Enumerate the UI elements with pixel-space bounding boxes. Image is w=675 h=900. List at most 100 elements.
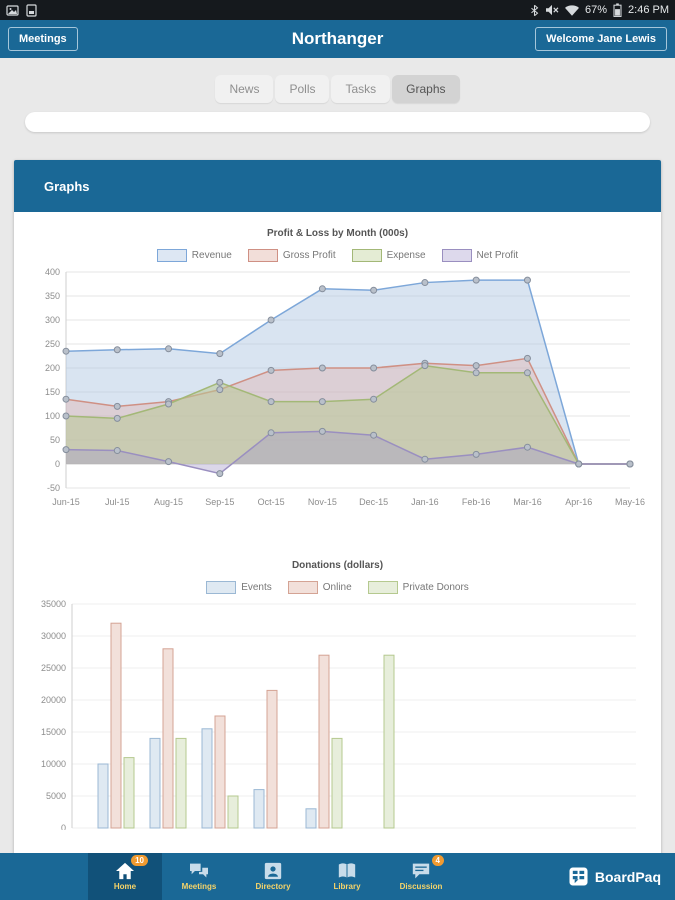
svg-text:Apr-16: Apr-16: [565, 497, 592, 507]
legend-label: Private Donors: [402, 582, 469, 593]
nav-label-home: Home: [113, 882, 137, 891]
bottom-nav: Home 10 Meetings Directory: [0, 853, 675, 900]
legend-item: Net Profit: [441, 249, 518, 262]
boardpaq-brand: BoardPaq: [569, 853, 661, 900]
svg-text:May-16: May-16: [614, 497, 644, 507]
profit-loss-chart-title: Profit & Loss by Month (000s): [266, 228, 409, 239]
graphs-card: Graphs Profit & Loss by Month (000s) Rev…: [14, 160, 661, 900]
graphs-card-body: Profit & Loss by Month (000s) Revenue Gro…: [14, 212, 661, 830]
svg-text:150: 150: [44, 387, 59, 397]
bluetooth-icon: [531, 4, 539, 16]
svg-text:5000: 5000: [45, 791, 65, 801]
legend-swatch: [156, 249, 187, 262]
legend-item: Expense: [351, 249, 426, 262]
svg-text:100: 100: [44, 411, 59, 421]
svg-text:20000: 20000: [40, 695, 65, 705]
discussion-bubble-icon: [412, 863, 430, 879]
svg-text:50: 50: [49, 435, 59, 445]
svg-text:Jan-16: Jan-16: [411, 497, 439, 507]
svg-text:10000: 10000: [40, 759, 65, 769]
svg-text:Sep-15: Sep-15: [205, 497, 234, 507]
boardpaq-logo-icon: [569, 867, 588, 886]
book-icon: [338, 863, 356, 878]
svg-text:15000: 15000: [40, 727, 65, 737]
battery-icon: [613, 3, 622, 17]
legend-item: Online: [287, 581, 352, 594]
bottom-nav-group: Home 10 Meetings Directory: [88, 853, 458, 900]
profit-loss-legend: Revenue Gross Profit Expense Net Profit: [22, 249, 653, 262]
svg-text:300: 300: [44, 315, 59, 325]
page-title: Northanger: [291, 29, 384, 48]
svg-text:0: 0: [60, 823, 65, 830]
nav-label-discussion: Discussion: [399, 882, 443, 891]
svg-text:Aug-15: Aug-15: [154, 497, 183, 507]
screenshot-icon: [26, 3, 37, 17]
legend-swatch: [287, 581, 318, 594]
nav-item-library[interactable]: Library: [310, 853, 384, 900]
nav-item-directory[interactable]: Directory: [236, 853, 310, 900]
svg-text:Jun-15: Jun-15: [52, 497, 80, 507]
graphs-card-title: Graphs: [44, 178, 90, 194]
svg-text:200: 200: [44, 363, 59, 373]
legend-swatch: [351, 249, 382, 262]
svg-text:400: 400: [44, 267, 59, 277]
svg-text:350: 350: [44, 291, 59, 301]
legend-item: Gross Profit: [247, 249, 336, 262]
legend-item: Revenue: [156, 249, 232, 262]
clock: 2:46 PM: [628, 4, 669, 16]
svg-text:Oct-15: Oct-15: [257, 497, 284, 507]
tab-tasks[interactable]: Tasks: [331, 75, 391, 103]
legend-label: Gross Profit: [282, 250, 336, 261]
legend-swatch: [367, 581, 398, 594]
graphs-card-header: Graphs: [14, 160, 661, 212]
nav-label-meetings: Meetings: [181, 882, 217, 891]
home-badge: 10: [131, 855, 148, 866]
legend-item: Private Donors: [367, 581, 469, 594]
legend-label: Events: [241, 582, 272, 593]
legend-swatch: [247, 249, 278, 262]
tab-bar: News Polls Tasks Graphs: [0, 75, 675, 103]
chat-bubbles-icon: [190, 863, 208, 878]
nav-item-meetings[interactable]: Meetings: [162, 853, 236, 900]
wifi-icon: [565, 4, 579, 16]
svg-text:25000: 25000: [40, 663, 65, 673]
svg-text:35000: 35000: [40, 599, 65, 609]
svg-text:-50: -50: [46, 483, 59, 493]
svg-text:Jul-15: Jul-15: [105, 497, 130, 507]
donations-plot: 0 5000 10000 15000 20000 25000 30000 35000: [40, 599, 636, 830]
svg-text:Mar-16: Mar-16: [513, 497, 542, 507]
legend-swatch: [206, 581, 237, 594]
nav-label-directory: Directory: [255, 882, 291, 891]
nav-item-home[interactable]: Home 10: [88, 853, 162, 900]
welcome-user-button[interactable]: Welcome Jane Lewis: [535, 27, 667, 51]
home-icon: [116, 862, 134, 880]
image-icon: [6, 4, 19, 16]
svg-text:Dec-15: Dec-15: [359, 497, 388, 507]
legend-item: Events: [206, 581, 272, 594]
discussion-badge: 4: [431, 855, 444, 866]
status-bar: 67% 2:46 PM: [0, 0, 675, 20]
volume-muted-icon: [546, 4, 559, 16]
donations-legend: Events Online Private Donors: [22, 581, 653, 594]
profit-loss-plot: -50 0 50 100 150 200 250 300 350 400 Jun-15 Jul-15 A…: [44, 267, 644, 507]
nav-label-library: Library: [333, 882, 361, 891]
legend-label: Revenue: [191, 250, 232, 261]
svg-text:Nov-15: Nov-15: [307, 497, 336, 507]
donations-chart: Donations (dollars) Events Online Private …: [22, 560, 653, 830]
tab-graphs[interactable]: Graphs: [392, 75, 460, 103]
collapsed-card[interactable]: [25, 112, 650, 132]
app-header: Meetings Northanger Welcome Jane Lewis: [0, 20, 675, 58]
nav-item-discussion[interactable]: Discussion 4: [384, 853, 458, 900]
svg-text:250: 250: [44, 339, 59, 349]
contact-card-icon: [264, 862, 282, 880]
meetings-button[interactable]: Meetings: [8, 27, 78, 51]
legend-label: Expense: [386, 250, 426, 261]
tab-polls[interactable]: Polls: [275, 75, 330, 103]
legend-label: Online: [322, 582, 352, 593]
tab-news[interactable]: News: [215, 75, 274, 103]
boardpaq-brand-name: BoardPaq: [594, 868, 661, 885]
svg-text:0: 0: [54, 459, 59, 469]
profit-loss-chart: Profit & Loss by Month (000s) Revenue Gro…: [22, 228, 653, 514]
battery-percent: 67%: [585, 4, 608, 16]
